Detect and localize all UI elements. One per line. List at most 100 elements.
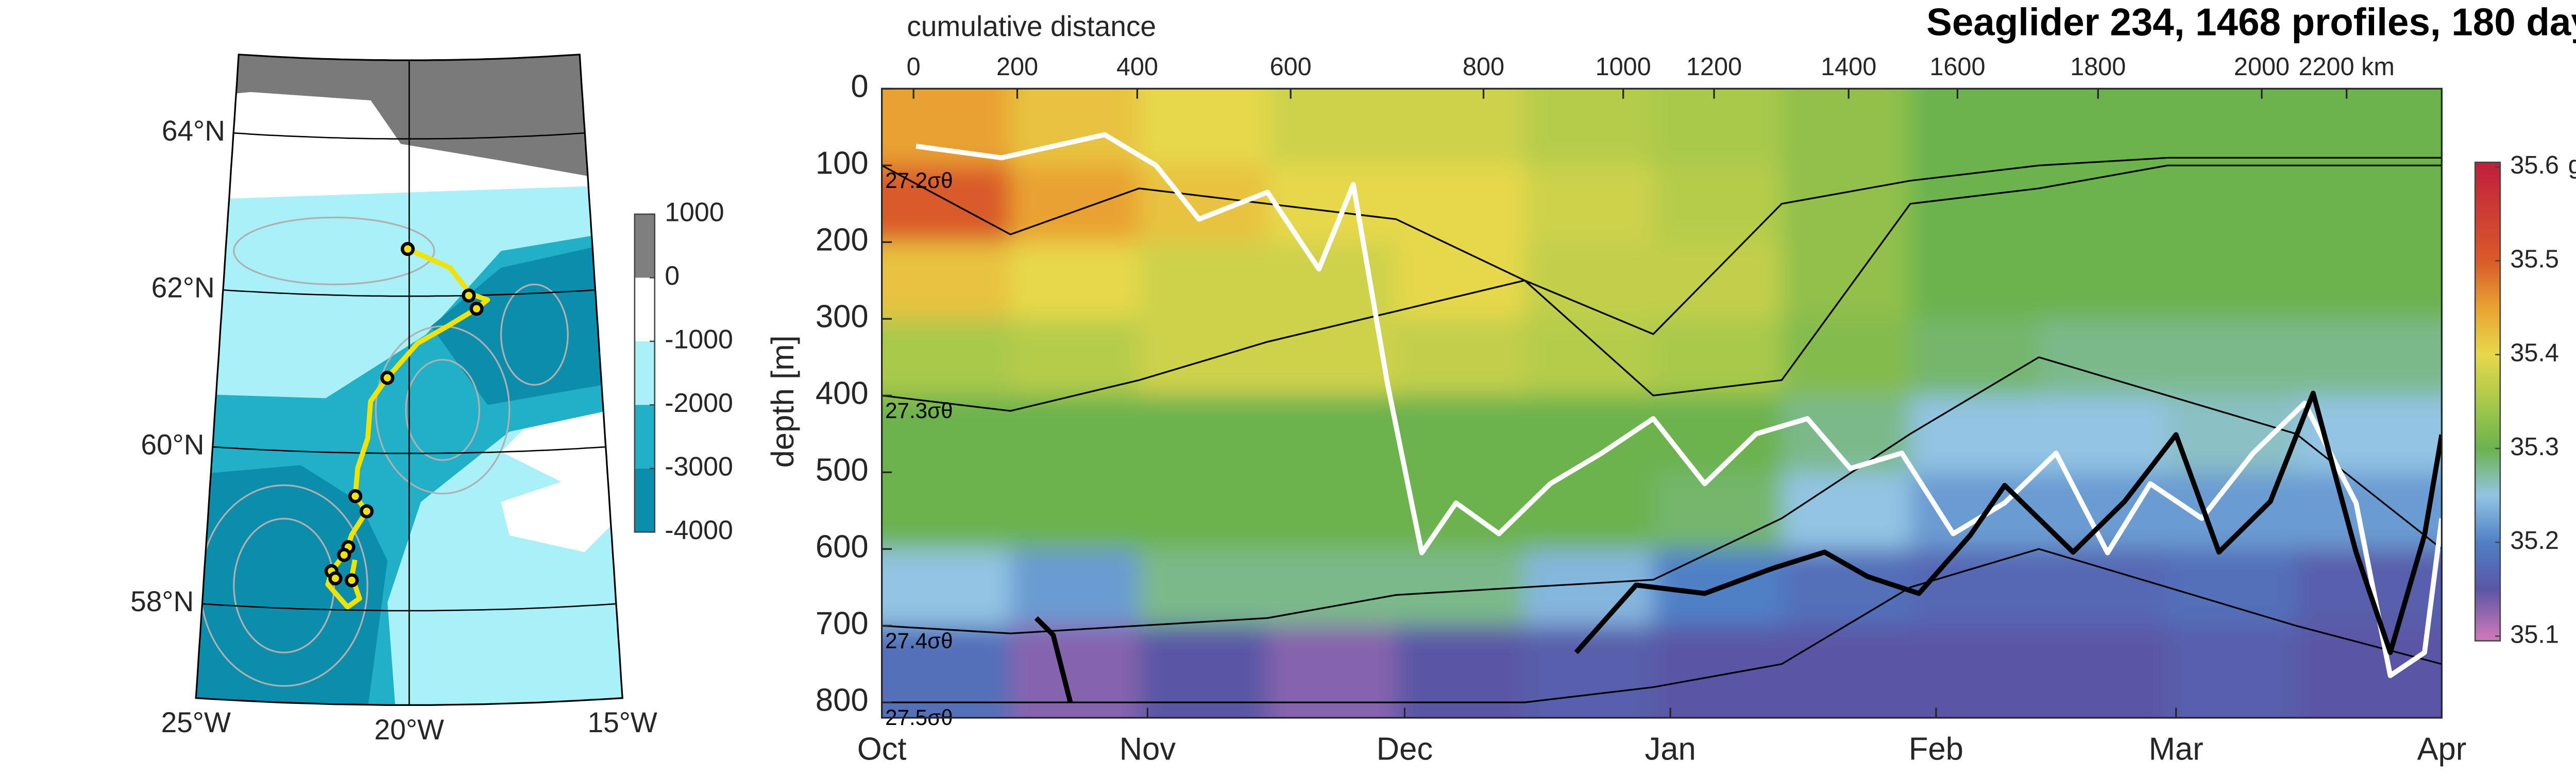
glider-track [325, 247, 490, 610]
x-tick-label: Feb [1909, 731, 1963, 767]
salinity-cell [1782, 626, 1911, 718]
salinity-cell [1010, 242, 1140, 320]
salinity-cell [1139, 319, 1268, 396]
top-tick-label: 1800 [2070, 53, 2126, 81]
top-tick-label: 800 [1463, 53, 1504, 81]
salinity-cell [1139, 549, 1268, 627]
lat-tick-label: 60°N [141, 428, 204, 460]
salinity-cell [2039, 549, 2168, 627]
colorbar-unit: g/kg [2568, 151, 2576, 179]
salinity-cell [1653, 242, 1783, 320]
track-marker [380, 371, 395, 385]
colorbar-tick-label: 35.3 [2510, 433, 2559, 461]
salinity-cell [2296, 165, 2442, 243]
colorbar [2474, 161, 2501, 642]
salinity-cell [1653, 165, 1783, 243]
salinity-cell [2167, 626, 2297, 718]
salinity-cell [1653, 472, 1783, 550]
salinity-cell [1910, 319, 2040, 396]
colorbar-segment [634, 405, 655, 469]
lat-tick-label: 64°N [162, 115, 225, 147]
y-tick-label: 800 [816, 682, 869, 718]
salinity-cell [1782, 242, 1911, 320]
salinity-cell [1139, 242, 1268, 320]
salinity-cell [2296, 89, 2442, 166]
colorbar-segment [634, 341, 655, 405]
track-marker [462, 288, 476, 303]
track-marker [400, 241, 415, 256]
profile-line [882, 157, 2442, 335]
lon-grid-line [579, 54, 623, 698]
x-tick-label: Nov [1120, 731, 1176, 767]
isopycnal-label: 27.2σθ [885, 168, 953, 193]
salinity-cell [1010, 472, 1140, 550]
lon-grid-line [195, 54, 240, 698]
colorbar-frame [634, 213, 656, 533]
salinity-cell [1139, 472, 1268, 550]
salinity-cell [1910, 89, 2040, 166]
colorbar-tick-label: 1000 [665, 198, 724, 228]
colorbar-segment [634, 214, 655, 278]
track-marker [360, 504, 374, 518]
lon-tick-label: 15°W [587, 706, 657, 738]
salinity-cell [1139, 89, 1268, 166]
y-tick-label: 300 [816, 299, 869, 334]
salinity-cell [1267, 395, 1397, 473]
track-marker [337, 548, 351, 562]
colorbar-tick-label: 35.2 [2510, 527, 2559, 555]
x-tick-label: Oct [857, 731, 907, 767]
salinity-cell [1396, 395, 1526, 473]
colorbar-tick-label: 35.4 [2510, 339, 2559, 367]
colorbar-tick-label: 0 [665, 261, 680, 291]
salinity-cell [1139, 395, 1268, 473]
salinity-cell [882, 165, 1011, 243]
salinity-cell [1910, 395, 2040, 473]
lon-tick-label: 25°W [161, 706, 231, 738]
salinity-cell [2296, 626, 2442, 718]
salinity-cell [1782, 165, 1911, 243]
colorbar-tick-label: 35.6 [2510, 151, 2559, 179]
profile-line [1034, 390, 2442, 703]
salinity-cell [1010, 549, 1140, 627]
y-tick-label: 100 [816, 145, 869, 181]
salinity-cell [2296, 549, 2442, 627]
profile-line [916, 132, 2442, 679]
salinity-cell [1267, 472, 1397, 550]
salinity-cell [1910, 549, 2040, 627]
lat-tick-label: 62°N [151, 272, 215, 304]
top-tick-label: 1000 [1596, 53, 1651, 81]
salinity-cell [2167, 242, 2297, 320]
top-tick-label: 2200 km [2298, 53, 2394, 81]
salinity-cell [1139, 165, 1268, 243]
track-marker [345, 573, 359, 587]
profile-line [882, 164, 2442, 412]
colorbar-tick-label: -3000 [665, 452, 733, 482]
y-tick-label: 600 [816, 529, 869, 564]
salinity-cell [1267, 89, 1397, 166]
salinity-cell [1910, 165, 2040, 243]
salinity-cell [2039, 89, 2168, 166]
salinity-cell [2167, 89, 2297, 166]
y-axis-label: depth [m] [765, 335, 801, 468]
x-tick-label: Dec [1377, 731, 1433, 767]
salinity-cell [2039, 319, 2168, 396]
salinity-cell [1910, 242, 2040, 320]
profile-line [882, 548, 2442, 703]
track-marker [328, 571, 343, 585]
salinity-cell [1267, 242, 1397, 320]
salinity-cell [882, 319, 1011, 396]
salinity-cell [882, 242, 1011, 320]
salinity-cell [2039, 626, 2168, 718]
profile-line [882, 356, 2442, 634]
lon-tick-label: 20°W [375, 714, 444, 746]
top-tick-label: 0 [907, 53, 921, 81]
salinity-cell [1524, 165, 1654, 243]
salinity-cell [1653, 319, 1783, 396]
salinity-cell [1396, 89, 1526, 166]
salinity-cell [1010, 395, 1140, 473]
colorbar-tick-label: 35.5 [2510, 245, 2559, 273]
top-tick-label: 1200 [1686, 53, 1742, 81]
salinity-cell [2296, 242, 2442, 320]
lat-tick-label: 58°N [130, 585, 194, 617]
